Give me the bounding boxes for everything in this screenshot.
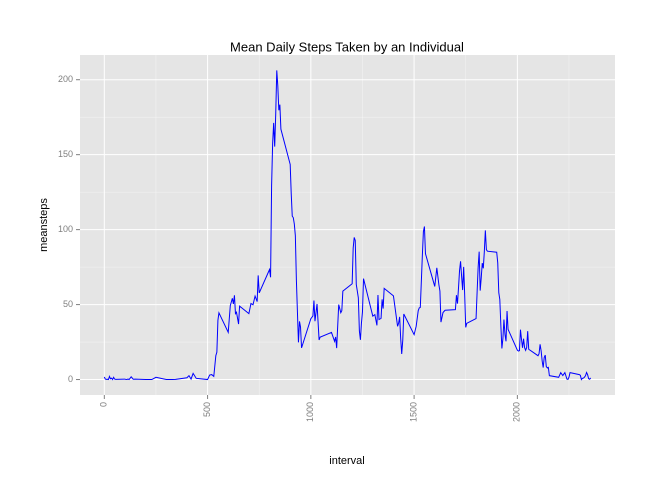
x-tick-label: 1000 [305,402,315,422]
y-tick-label: 150 [58,149,73,159]
x-tick-label: 1500 [408,402,418,422]
y-tick-label: 50 [63,299,73,309]
x-tick-label: 0 [99,402,109,407]
chart-title: Mean Daily Steps Taken by an Individual [230,39,464,54]
y-tick-label: 100 [58,224,73,234]
x-tick-label: 2000 [512,402,522,422]
y-tick-label: 0 [68,374,73,384]
x-axis-title: interval [329,455,364,467]
plot-panel [80,55,615,395]
y-tick-label: 200 [58,74,73,84]
data-line [103,70,592,381]
y-axis-title: meansteps [38,198,50,252]
x-tick-label: 500 [202,402,212,417]
